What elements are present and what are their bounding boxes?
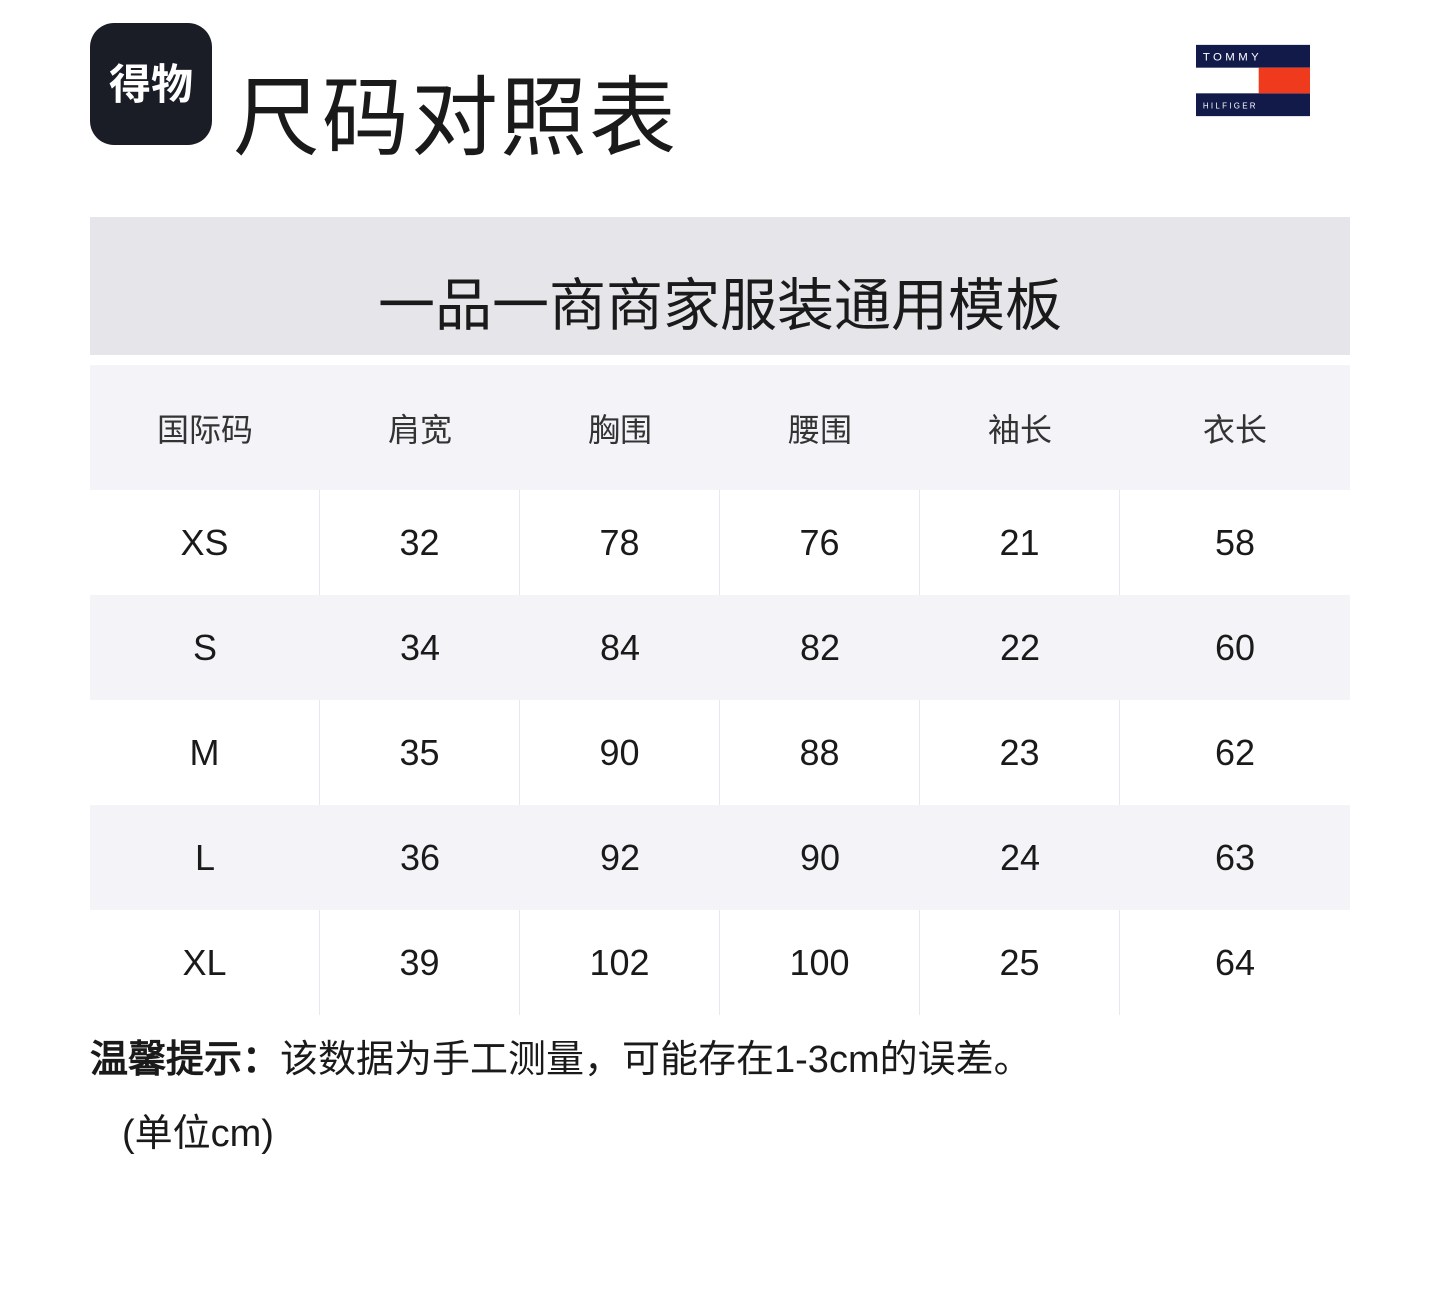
svg-text:TOMMY: TOMMY	[1203, 51, 1262, 63]
svg-text:HILFIGER: HILFIGER	[1203, 102, 1258, 111]
svg-text:得物: 得物	[109, 51, 193, 112]
